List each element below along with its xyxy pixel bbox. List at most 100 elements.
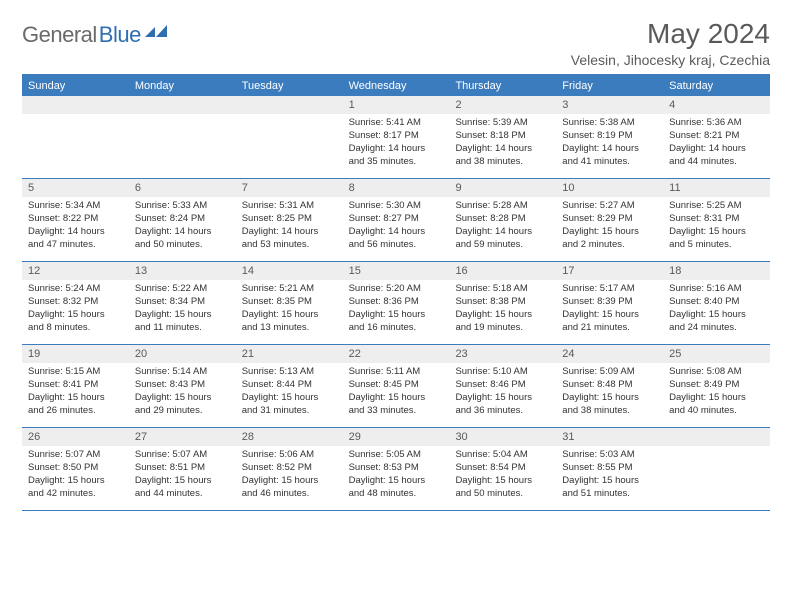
day-header-row: SundayMondayTuesdayWednesdayThursdayFrid… bbox=[22, 76, 770, 96]
day-body: Sunrise: 5:13 AMSunset: 8:44 PMDaylight:… bbox=[236, 363, 343, 421]
day-number: 5 bbox=[22, 179, 129, 197]
sunrise-text: Sunrise: 5:06 AM bbox=[242, 449, 337, 461]
sunset-text: Sunset: 8:21 PM bbox=[669, 130, 764, 142]
week-row: 26Sunrise: 5:07 AMSunset: 8:50 PMDayligh… bbox=[22, 428, 770, 511]
day-body: Sunrise: 5:25 AMSunset: 8:31 PMDaylight:… bbox=[663, 197, 770, 255]
daylight-text-2: and 33 minutes. bbox=[349, 405, 444, 417]
day-cell: 26Sunrise: 5:07 AMSunset: 8:50 PMDayligh… bbox=[22, 428, 129, 510]
sunset-text: Sunset: 8:27 PM bbox=[349, 213, 444, 225]
daylight-text-1: Daylight: 15 hours bbox=[562, 309, 657, 321]
sunrise-text: Sunrise: 5:20 AM bbox=[349, 283, 444, 295]
sunset-text: Sunset: 8:25 PM bbox=[242, 213, 337, 225]
day-header: Tuesday bbox=[236, 76, 343, 96]
day-number: 9 bbox=[449, 179, 556, 197]
day-body: Sunrise: 5:10 AMSunset: 8:46 PMDaylight:… bbox=[449, 363, 556, 421]
sunset-text: Sunset: 8:18 PM bbox=[455, 130, 550, 142]
daylight-text-2: and 31 minutes. bbox=[242, 405, 337, 417]
daylight-text-2: and 38 minutes. bbox=[562, 405, 657, 417]
sunset-text: Sunset: 8:36 PM bbox=[349, 296, 444, 308]
month-title: May 2024 bbox=[571, 18, 770, 50]
day-number: 22 bbox=[343, 345, 450, 363]
daylight-text-2: and 50 minutes. bbox=[135, 239, 230, 251]
daylight-text-2: and 40 minutes. bbox=[669, 405, 764, 417]
sunrise-text: Sunrise: 5:04 AM bbox=[455, 449, 550, 461]
day-number: 15 bbox=[343, 262, 450, 280]
daylight-text-1: Daylight: 15 hours bbox=[135, 475, 230, 487]
day-number: 8 bbox=[343, 179, 450, 197]
daylight-text-1: Daylight: 14 hours bbox=[455, 226, 550, 238]
day-body: Sunrise: 5:18 AMSunset: 8:38 PMDaylight:… bbox=[449, 280, 556, 338]
day-cell bbox=[129, 96, 236, 178]
sunset-text: Sunset: 8:32 PM bbox=[28, 296, 123, 308]
day-cell: 9Sunrise: 5:28 AMSunset: 8:28 PMDaylight… bbox=[449, 179, 556, 261]
day-number: 16 bbox=[449, 262, 556, 280]
day-cell: 7Sunrise: 5:31 AMSunset: 8:25 PMDaylight… bbox=[236, 179, 343, 261]
sunrise-text: Sunrise: 5:28 AM bbox=[455, 200, 550, 212]
day-cell: 8Sunrise: 5:30 AMSunset: 8:27 PMDaylight… bbox=[343, 179, 450, 261]
daylight-text-2: and 13 minutes. bbox=[242, 322, 337, 334]
daylight-text-2: and 46 minutes. bbox=[242, 488, 337, 500]
sunset-text: Sunset: 8:49 PM bbox=[669, 379, 764, 391]
day-number: 13 bbox=[129, 262, 236, 280]
day-cell: 21Sunrise: 5:13 AMSunset: 8:44 PMDayligh… bbox=[236, 345, 343, 427]
day-cell: 16Sunrise: 5:18 AMSunset: 8:38 PMDayligh… bbox=[449, 262, 556, 344]
daylight-text-1: Daylight: 14 hours bbox=[242, 226, 337, 238]
day-body: Sunrise: 5:14 AMSunset: 8:43 PMDaylight:… bbox=[129, 363, 236, 421]
day-header: Thursday bbox=[449, 76, 556, 96]
daylight-text-1: Daylight: 15 hours bbox=[669, 226, 764, 238]
day-cell bbox=[663, 428, 770, 510]
day-body: Sunrise: 5:34 AMSunset: 8:22 PMDaylight:… bbox=[22, 197, 129, 255]
sunrise-text: Sunrise: 5:13 AM bbox=[242, 366, 337, 378]
day-number: 26 bbox=[22, 428, 129, 446]
daylight-text-2: and 47 minutes. bbox=[28, 239, 123, 251]
day-body: Sunrise: 5:11 AMSunset: 8:45 PMDaylight:… bbox=[343, 363, 450, 421]
day-cell: 2Sunrise: 5:39 AMSunset: 8:18 PMDaylight… bbox=[449, 96, 556, 178]
daylight-text-1: Daylight: 15 hours bbox=[28, 475, 123, 487]
day-number: 4 bbox=[663, 96, 770, 114]
day-number bbox=[663, 428, 770, 446]
sunset-text: Sunset: 8:41 PM bbox=[28, 379, 123, 391]
day-body: Sunrise: 5:05 AMSunset: 8:53 PMDaylight:… bbox=[343, 446, 450, 504]
daylight-text-2: and 2 minutes. bbox=[562, 239, 657, 251]
day-number bbox=[129, 96, 236, 114]
daylight-text-1: Daylight: 15 hours bbox=[562, 392, 657, 404]
day-number: 19 bbox=[22, 345, 129, 363]
sunrise-text: Sunrise: 5:36 AM bbox=[669, 117, 764, 129]
sunset-text: Sunset: 8:45 PM bbox=[349, 379, 444, 391]
daylight-text-1: Daylight: 14 hours bbox=[455, 143, 550, 155]
sunset-text: Sunset: 8:50 PM bbox=[28, 462, 123, 474]
day-body: Sunrise: 5:36 AMSunset: 8:21 PMDaylight:… bbox=[663, 114, 770, 172]
daylight-text-1: Daylight: 14 hours bbox=[349, 226, 444, 238]
sunset-text: Sunset: 8:44 PM bbox=[242, 379, 337, 391]
day-number: 12 bbox=[22, 262, 129, 280]
day-cell: 17Sunrise: 5:17 AMSunset: 8:39 PMDayligh… bbox=[556, 262, 663, 344]
sunset-text: Sunset: 8:29 PM bbox=[562, 213, 657, 225]
daylight-text-1: Daylight: 14 hours bbox=[669, 143, 764, 155]
daylight-text-1: Daylight: 15 hours bbox=[135, 309, 230, 321]
day-cell: 11Sunrise: 5:25 AMSunset: 8:31 PMDayligh… bbox=[663, 179, 770, 261]
daylight-text-2: and 29 minutes. bbox=[135, 405, 230, 417]
day-body: Sunrise: 5:24 AMSunset: 8:32 PMDaylight:… bbox=[22, 280, 129, 338]
daylight-text-1: Daylight: 15 hours bbox=[28, 309, 123, 321]
daylight-text-1: Daylight: 15 hours bbox=[455, 309, 550, 321]
daylight-text-1: Daylight: 15 hours bbox=[242, 392, 337, 404]
day-cell: 4Sunrise: 5:36 AMSunset: 8:21 PMDaylight… bbox=[663, 96, 770, 178]
day-cell bbox=[236, 96, 343, 178]
daylight-text-2: and 36 minutes. bbox=[455, 405, 550, 417]
brand-text-1: General bbox=[22, 22, 97, 48]
sunrise-text: Sunrise: 5:09 AM bbox=[562, 366, 657, 378]
daylight-text-1: Daylight: 15 hours bbox=[455, 392, 550, 404]
weeks-container: 1Sunrise: 5:41 AMSunset: 8:17 PMDaylight… bbox=[22, 96, 770, 511]
sunrise-text: Sunrise: 5:34 AM bbox=[28, 200, 123, 212]
day-number: 25 bbox=[663, 345, 770, 363]
day-body: Sunrise: 5:03 AMSunset: 8:55 PMDaylight:… bbox=[556, 446, 663, 504]
daylight-text-2: and 11 minutes. bbox=[135, 322, 230, 334]
day-number bbox=[22, 96, 129, 114]
daylight-text-1: Daylight: 15 hours bbox=[669, 309, 764, 321]
sunrise-text: Sunrise: 5:07 AM bbox=[135, 449, 230, 461]
sunrise-text: Sunrise: 5:17 AM bbox=[562, 283, 657, 295]
day-body: Sunrise: 5:33 AMSunset: 8:24 PMDaylight:… bbox=[129, 197, 236, 255]
day-cell: 28Sunrise: 5:06 AMSunset: 8:52 PMDayligh… bbox=[236, 428, 343, 510]
week-row: 1Sunrise: 5:41 AMSunset: 8:17 PMDaylight… bbox=[22, 96, 770, 179]
day-cell: 13Sunrise: 5:22 AMSunset: 8:34 PMDayligh… bbox=[129, 262, 236, 344]
